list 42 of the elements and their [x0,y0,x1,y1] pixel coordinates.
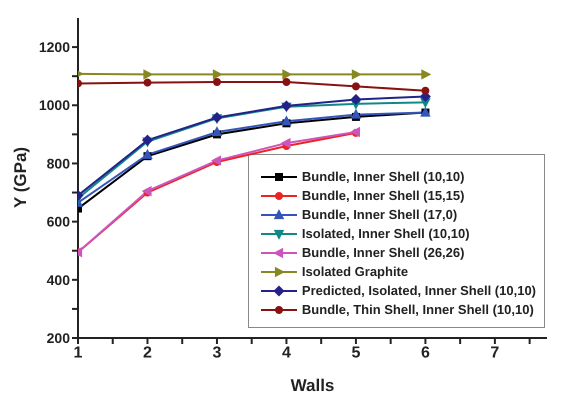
point [143,78,152,87]
point [212,78,221,86]
x-tick-label: 5 [351,344,360,362]
point [351,109,361,119]
x-tick-label: 7 [490,344,500,362]
legend-label: Bundle, Inner Shell (10,10) [302,169,464,184]
point [212,70,222,80]
point [143,70,153,80]
x-axis-title: Walls [290,376,334,395]
point [142,134,153,146]
point [421,86,430,95]
point [352,82,360,90]
legend-label: Predicted, Isolated, Inner Shell (10,10) [302,283,536,298]
legend-label: Isolated, Inner Shell (10,10) [302,226,470,241]
legend-label: Bundle, Thin Shell, Inner Shell (10,10) [302,302,534,317]
y-tick-label: 1200 [38,39,70,56]
legend-label: Bundle, Inner Shell (26,26) [302,245,464,260]
y-tick-label: 1000 [38,97,70,114]
x-tick-label: 6 [420,344,430,362]
y-tick-label: 200 [46,330,70,346]
point [282,116,292,126]
point [281,138,291,148]
x-tick-label: 1 [74,344,83,362]
point [212,156,222,166]
x-tick-label: 4 [282,344,291,362]
point [142,149,152,159]
point [212,126,222,136]
point [352,70,362,80]
legend-label: Isolated Graphite [302,264,408,279]
y-tick-label: 800 [46,155,70,172]
x-tick-label: 2 [143,344,152,362]
point [142,186,152,196]
legend-label: Bundle, Inner Shell (17,0) [302,207,458,222]
point [282,78,290,86]
legend-label: Bundle, Inner Shell (15,15) [302,188,464,203]
point [282,70,292,80]
point [421,70,431,80]
x-tick-label: 3 [212,344,222,362]
point [350,94,362,105]
y-tick-label: 400 [46,272,70,288]
y-tick-label: 600 [46,214,70,230]
y-axis-title: Y (GPa) [11,146,30,208]
